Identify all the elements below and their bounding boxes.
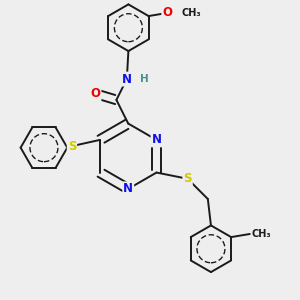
Text: CH₃: CH₃ [251, 229, 271, 239]
Text: N: N [122, 73, 132, 85]
Text: H: H [140, 74, 148, 84]
Text: N: N [152, 134, 161, 146]
Text: S: S [68, 140, 76, 153]
Text: S: S [183, 172, 192, 185]
Text: O: O [91, 87, 100, 100]
Text: O: O [162, 6, 172, 20]
Text: N: N [123, 182, 133, 195]
Text: CH₃: CH₃ [181, 8, 201, 18]
